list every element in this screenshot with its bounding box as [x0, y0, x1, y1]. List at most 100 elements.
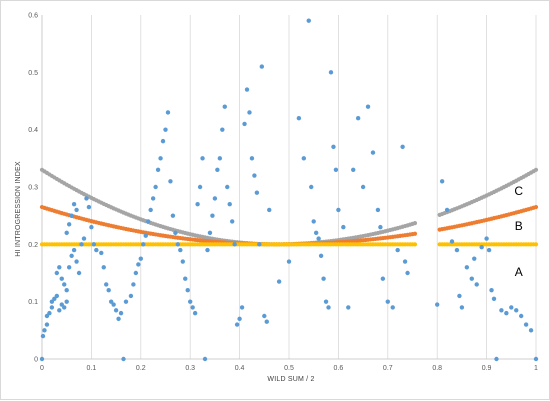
data-point	[533, 356, 539, 362]
x-tick-label: 0.1	[87, 365, 97, 372]
data-point	[336, 207, 341, 213]
x-axis-title: WILD SUM / 2	[267, 376, 314, 383]
data-point	[42, 328, 47, 333]
data-point	[133, 270, 139, 276]
data-point	[62, 305, 67, 310]
data-point	[69, 213, 74, 218]
data-point	[479, 245, 484, 250]
data-point	[118, 310, 124, 316]
data-point	[469, 276, 474, 281]
data-point	[173, 230, 178, 236]
data-point	[370, 150, 376, 155]
data-point	[311, 219, 316, 224]
data-point	[390, 305, 395, 310]
curve-b-point	[533, 204, 539, 210]
observed-points	[39, 18, 539, 362]
data-point	[131, 282, 136, 287]
data-point	[200, 156, 205, 161]
data-point	[74, 207, 79, 213]
data-point	[318, 253, 324, 258]
data-point	[380, 276, 386, 281]
data-point	[365, 104, 371, 109]
data-point	[247, 110, 252, 115]
data-point	[296, 116, 302, 121]
data-point	[215, 167, 220, 172]
curve-label-a: A	[515, 265, 523, 279]
data-point	[333, 167, 339, 172]
data-point	[188, 299, 193, 304]
data-point	[197, 184, 203, 190]
data-point	[104, 282, 109, 287]
data-point	[81, 236, 87, 241]
data-point	[54, 270, 60, 276]
x-tick-label: 0.3	[185, 365, 195, 372]
data-point	[489, 288, 494, 293]
data-point	[163, 127, 168, 132]
curve-b-point	[412, 231, 418, 236]
curve-c-point	[533, 167, 539, 172]
data-point	[57, 265, 62, 270]
x-tick-label: 0.6	[334, 365, 344, 372]
model-curves	[39, 167, 539, 247]
data-point	[205, 247, 210, 253]
data-point	[44, 322, 50, 327]
data-point	[229, 219, 235, 224]
data-point	[54, 293, 60, 299]
data-point	[472, 256, 477, 261]
data-point	[286, 259, 292, 264]
data-point	[459, 305, 465, 310]
data-point	[153, 184, 158, 190]
data-point	[121, 356, 126, 362]
curve-label-b: B	[515, 219, 523, 233]
data-point	[108, 299, 114, 304]
data-point	[217, 156, 223, 161]
data-point	[57, 308, 62, 313]
data-point	[262, 313, 267, 319]
data-point	[155, 167, 161, 172]
data-point	[504, 310, 509, 316]
data-point	[71, 247, 77, 253]
y-tick-label: 0.2	[28, 242, 38, 249]
data-point	[222, 104, 227, 109]
data-point	[234, 322, 240, 327]
data-point	[49, 305, 55, 310]
data-point	[47, 310, 52, 316]
data-point	[59, 276, 64, 281]
data-point	[301, 156, 307, 161]
data-point	[242, 121, 247, 127]
data-point	[486, 247, 492, 253]
data-point	[202, 356, 208, 362]
data-point	[499, 308, 504, 313]
data-point	[185, 288, 190, 293]
data-point	[346, 305, 351, 310]
x-tick-label: 1	[534, 365, 538, 372]
data-point	[331, 144, 336, 150]
data-point	[313, 230, 319, 236]
data-point	[39, 356, 45, 362]
data-point	[494, 356, 499, 362]
data-point	[484, 236, 489, 241]
curve-c-point	[412, 221, 418, 226]
data-point	[136, 262, 141, 267]
data-point	[192, 310, 198, 316]
data-point	[355, 116, 361, 121]
y-tick-label: 0.3	[28, 185, 38, 192]
data-point	[148, 207, 153, 213]
data-point	[52, 296, 57, 301]
data-point	[141, 242, 146, 247]
data-point	[86, 204, 92, 210]
data-point	[101, 265, 106, 270]
data-point	[395, 247, 400, 253]
data-point	[207, 230, 213, 236]
data-point	[150, 196, 156, 201]
data-point	[491, 296, 497, 301]
data-point	[64, 230, 69, 236]
data-point	[405, 270, 410, 276]
data-point	[66, 265, 72, 270]
data-point	[439, 179, 445, 184]
data-point	[328, 70, 334, 75]
data-point	[449, 239, 455, 244]
x-tick-label: 0.4	[235, 365, 245, 372]
